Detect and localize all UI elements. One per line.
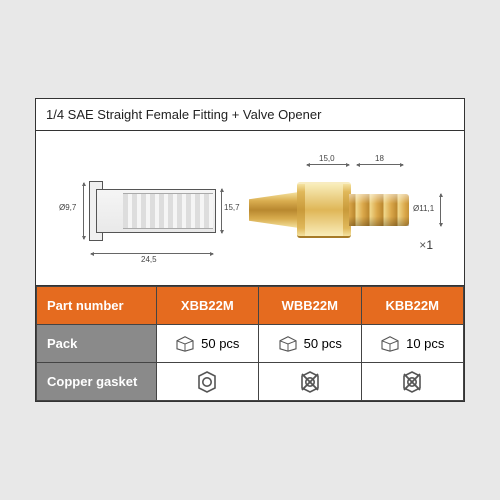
box-icon <box>175 336 195 352</box>
cell-gasket-1 <box>259 363 361 401</box>
technical-drawing: Ø9,7 24,5 15,7 <box>61 153 231 263</box>
dim-height-mid: 15,7 <box>224 203 240 212</box>
cell-part-number-2: KBB22M <box>361 287 463 325</box>
cell-gasket-2 <box>361 363 463 401</box>
product-spec-card: 1/4 SAE Straight Female Fitting + Valve … <box>35 98 465 402</box>
dim-diameter-right: Ø11,1 <box>413 204 434 213</box>
dim-diameter-left: Ø9,7 <box>59 203 76 212</box>
label-copper-gasket: Copper gasket <box>37 363 157 401</box>
box-icon <box>278 336 298 352</box>
spec-table: Part number XBB22M WBB22M KBB22M Pack 50… <box>36 286 464 401</box>
hex-nut <box>297 182 351 238</box>
qty-badge: 1 <box>419 238 433 252</box>
cell-pack-0: 50 pcs <box>156 325 258 363</box>
row-copper-gasket: Copper gasket <box>37 363 464 401</box>
diagram-row: Ø9,7 24,5 15,7 15,0 18 Ø11,1 1 <box>36 131 464 286</box>
gasket-yes-icon <box>195 370 219 394</box>
barb-right <box>349 194 409 226</box>
gasket-no-icon <box>400 370 424 394</box>
cell-pack-2: 10 pcs <box>361 325 463 363</box>
cell-part-number-1: WBB22M <box>259 287 361 325</box>
row-part-number: Part number XBB22M WBB22M KBB22M <box>37 287 464 325</box>
cell-gasket-0 <box>156 363 258 401</box>
box-icon <box>380 336 400 352</box>
row-pack: Pack 50 pcs 50 pcs <box>37 325 464 363</box>
dim-length-bottom: 24,5 <box>141 255 157 264</box>
product-title: 1/4 SAE Straight Female Fitting + Valve … <box>36 99 464 131</box>
dim-top-barb: 18 <box>375 154 384 163</box>
label-pack: Pack <box>37 325 157 363</box>
label-part-number: Part number <box>37 287 157 325</box>
product-photo: 15,0 18 Ø11,1 1 <box>249 158 439 258</box>
cell-part-number-0: XBB22M <box>156 287 258 325</box>
gasket-no-icon <box>298 370 322 394</box>
cell-pack-1: 50 pcs <box>259 325 361 363</box>
dim-top-nut: 15,0 <box>319 154 335 163</box>
barb-left <box>249 192 299 228</box>
